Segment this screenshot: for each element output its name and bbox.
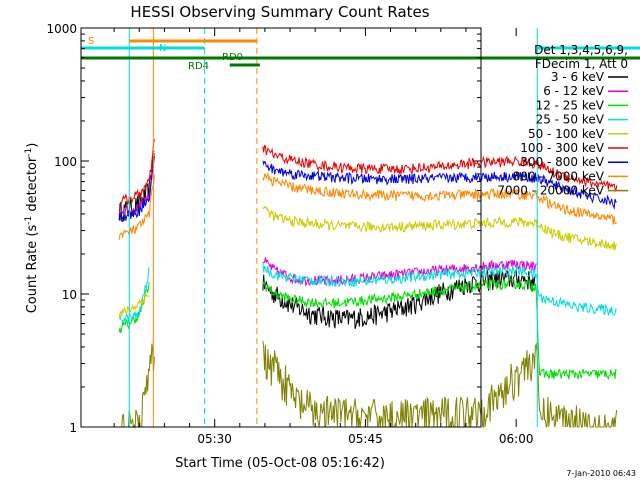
chart-title: HESSI Observing Summary Count Rates	[130, 3, 429, 21]
flag-label-n: N	[159, 43, 166, 54]
legend-item-label: 300 - 800 keV	[520, 155, 604, 169]
overlay-markers: S N RD0 RD4	[81, 28, 640, 427]
legend-item-label: 6 - 12 keV	[543, 84, 605, 98]
series-800-7000-kev	[118, 171, 618, 240]
series-3-6-kev	[118, 151, 537, 330]
series-line-50-100-kev-post	[262, 205, 618, 251]
x-tick-label: 05:30	[197, 432, 232, 446]
series-100-300-kev	[118, 139, 618, 207]
series-12-25-kev	[118, 278, 617, 381]
y-tick-label: 10	[62, 288, 77, 302]
footer-timestamp: 7-Jan-2010 06:43	[566, 469, 636, 478]
series-25-50-kev	[118, 262, 618, 324]
y-tick-label: 100	[54, 155, 77, 169]
series-line-100-300-kev-post	[262, 144, 618, 192]
flag-label-rd4: RD4	[188, 61, 209, 72]
flag-label-s: S	[88, 36, 94, 47]
series-line-300-800-kev-post	[262, 160, 617, 210]
x-axis-label: Start Time (05-Oct-08 05:16:42)	[175, 456, 385, 471]
plot-frame	[80, 27, 482, 428]
legend-header-line1: Det 1,3,4,5,6,9,	[534, 43, 628, 57]
x-tick-label: 06:00	[499, 432, 534, 446]
series-50-100-kev	[118, 205, 618, 320]
series-line-3-6-kev-pre	[118, 151, 155, 223]
series-line-7000-20000-kev-pre	[119, 343, 155, 429]
series-line-800-7000-kev-pre	[118, 174, 155, 240]
series-line-6-12-kev-post	[262, 257, 537, 287]
series-line-800-7000-kev-post	[262, 171, 618, 225]
series-line-7000-20000-kev-post	[262, 340, 618, 429]
y-axis: 1 10 100 1000	[46, 22, 481, 435]
legend-item-label: 3 - 6 keV	[551, 70, 605, 84]
series-7000-20000-kev	[119, 340, 618, 429]
y-tick-label: 1000	[46, 22, 77, 36]
legend-item-label: 800 - 7000 keV	[513, 169, 605, 183]
legend: Det 1,3,4,5,6,9, FDecim 1, Att 0 3 - 6 k…	[497, 43, 628, 198]
series-line-25-50-kev-post	[262, 262, 618, 317]
series-line-12-25-kev-post	[262, 278, 617, 381]
x-tick-label: 05:45	[348, 432, 383, 446]
legend-item-label: 25 - 50 keV	[536, 113, 605, 127]
series-line-25-50-kev-pre	[118, 267, 150, 324]
series-line-100-300-kev-pre	[118, 139, 155, 207]
series-300-800-kev	[118, 156, 617, 222]
flag-label-rd0: RD0	[222, 52, 243, 63]
series-line-50-100-kev-pre	[118, 293, 150, 320]
legend-item-label: 50 - 100 keV	[528, 127, 605, 141]
y-axis-label: Count Rate (s-1 detector-1)	[24, 143, 40, 314]
series-line-300-800-kev-pre	[118, 156, 155, 222]
legend-item-label: 12 - 25 keV	[536, 98, 605, 112]
legend-header-line2: FDecim 1, Att 0	[535, 57, 628, 71]
series-line-3-6-kev-post	[262, 267, 537, 330]
legend-item-label: 7000 - 20000 keV	[497, 184, 604, 198]
plot-lines	[118, 139, 618, 429]
y-tick-label: 1	[69, 421, 77, 435]
legend-item-label: 100 - 300 keV	[520, 141, 604, 155]
